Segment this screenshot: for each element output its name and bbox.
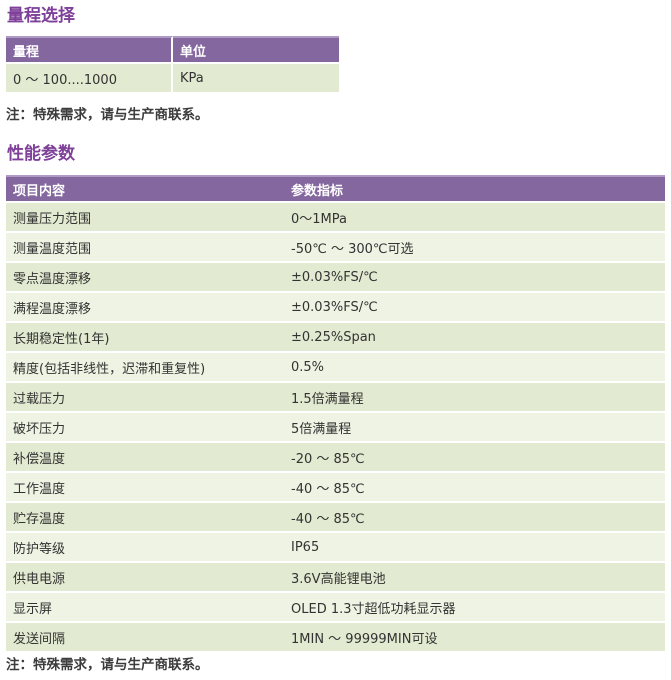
- table-row: 0 ～ 100....1000 KPa: [6, 64, 339, 94]
- table-row: 工作温度 -40 ～ 85℃: [6, 473, 665, 503]
- item-cell: 长期稳定性(1年): [6, 323, 284, 353]
- spec-cell: 1MIN ～ 99999MIN可设: [284, 623, 665, 653]
- spec-header-cell: 参数指标: [284, 175, 665, 203]
- range-table-header-row: 量程 单位: [6, 36, 339, 64]
- item-cell: 防护等级: [6, 533, 284, 563]
- unit-value-cell: KPa: [173, 64, 339, 94]
- item-cell: 测量温度范围: [6, 233, 284, 263]
- item-cell: 零点温度漂移: [6, 263, 284, 293]
- spec-cell: OLED 1.3寸超低功耗显示器: [284, 593, 665, 623]
- table-row: 补偿温度 -20 ～ 85℃: [6, 443, 665, 473]
- range-header-cell: 量程: [6, 36, 173, 64]
- table-row: 发送间隔 1MIN ～ 99999MIN可设: [6, 623, 665, 653]
- item-cell: 过载压力: [6, 383, 284, 413]
- spec-cell: 0～1MPa: [284, 203, 665, 233]
- item-cell: 发送间隔: [6, 623, 284, 653]
- spec-cell: ±0.03%FS/℃: [284, 293, 665, 323]
- range-table: 量程 单位 0 ～ 100....1000 KPa: [6, 36, 339, 94]
- item-cell: 测量压力范围: [6, 203, 284, 233]
- table-row: 零点温度漂移 ±0.03%FS/℃: [6, 263, 665, 293]
- range-note: 注：特殊需求，请与生产商联系。: [6, 107, 209, 123]
- table-row: 显示屏 OLED 1.3寸超低功耗显示器: [6, 593, 665, 623]
- performance-table: 项目内容 参数指标 测量压力范围 0～1MPa 测量温度范围 -50℃ ～ 30…: [6, 175, 665, 653]
- spec-cell: -40 ～ 85℃: [284, 503, 665, 533]
- section-title-range: 量程选择: [7, 6, 75, 26]
- spec-cell: ±0.25%Span: [284, 323, 665, 353]
- spec-cell: 1.5倍满量程: [284, 383, 665, 413]
- item-cell: 补偿温度: [6, 443, 284, 473]
- table-row: 破坏压力 5倍满量程: [6, 413, 665, 443]
- table-row: 测量压力范围 0～1MPa: [6, 203, 665, 233]
- spec-cell: -40 ～ 85℃: [284, 473, 665, 503]
- table-row: 过载压力 1.5倍满量程: [6, 383, 665, 413]
- section-title-performance: 性能参数: [7, 144, 75, 164]
- table-row: 贮存温度 -40 ～ 85℃: [6, 503, 665, 533]
- spec-cell: 3.6V高能锂电池: [284, 563, 665, 593]
- spec-cell: ±0.03%FS/℃: [284, 263, 665, 293]
- range-value-cell: 0 ～ 100....1000: [6, 64, 173, 94]
- table-row: 精度(包括非线性，迟滞和重复性) 0.5%: [6, 353, 665, 383]
- spec-cell: IP65: [284, 533, 665, 563]
- item-cell: 显示屏: [6, 593, 284, 623]
- spec-cell: -20 ～ 85℃: [284, 443, 665, 473]
- item-cell: 精度(包括非线性，迟滞和重复性): [6, 353, 284, 383]
- spec-cell: 0.5%: [284, 353, 665, 383]
- performance-note: 注：特殊需求，请与生产商联系。: [6, 657, 209, 673]
- table-row: 防护等级 IP65: [6, 533, 665, 563]
- spec-cell: -50℃ ～ 300℃可选: [284, 233, 665, 263]
- item-cell: 满程温度漂移: [6, 293, 284, 323]
- performance-table-header-row: 项目内容 参数指标: [6, 175, 665, 203]
- item-cell: 工作温度: [6, 473, 284, 503]
- table-row: 长期稳定性(1年) ±0.25%Span: [6, 323, 665, 353]
- item-cell: 供电电源: [6, 563, 284, 593]
- item-header-cell: 项目内容: [6, 175, 284, 203]
- table-row: 测量温度范围 -50℃ ～ 300℃可选: [6, 233, 665, 263]
- table-row: 供电电源 3.6V高能锂电池: [6, 563, 665, 593]
- spec-cell: 5倍满量程: [284, 413, 665, 443]
- table-row: 满程温度漂移 ±0.03%FS/℃: [6, 293, 665, 323]
- item-cell: 贮存温度: [6, 503, 284, 533]
- unit-header-cell: 单位: [173, 36, 339, 64]
- item-cell: 破坏压力: [6, 413, 284, 443]
